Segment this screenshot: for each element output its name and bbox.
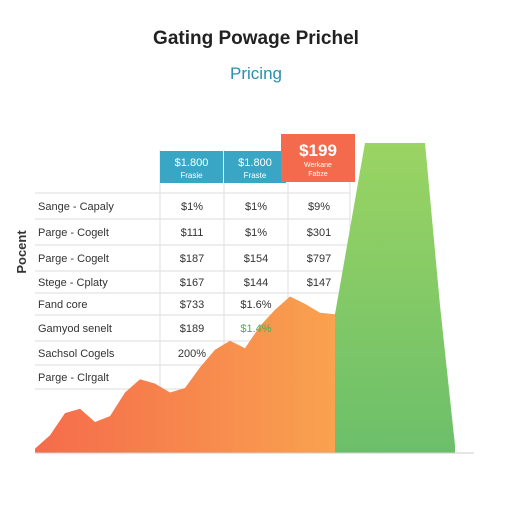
table-cell: $1%	[245, 201, 267, 213]
table-cell: $154	[244, 253, 268, 265]
pricing-tier-price: $1.800	[238, 157, 272, 169]
table-cell: $111	[181, 227, 204, 239]
table-cell: $301	[307, 227, 331, 239]
pricing-tier-label: Fabze	[308, 171, 328, 178]
table-row-label: Parge - Cogelt	[38, 253, 109, 265]
table-cell: $1.4%	[240, 323, 271, 335]
table-row-label: Sange - Capaly	[38, 201, 114, 213]
pricing-tier-price: $1.800	[175, 157, 209, 169]
table-cell: $187	[180, 253, 204, 265]
pricing-tier-3: $199 Werkane Fabze	[281, 134, 355, 182]
area-layer	[35, 143, 455, 453]
pricing-tier-label: Werkane	[304, 162, 332, 169]
pricing-tier-box	[224, 151, 286, 183]
pricing-tier-label: Frasie	[180, 171, 203, 180]
chart-title: Gating Powage Prichel	[153, 28, 359, 49]
pricing-tier-box	[160, 151, 223, 183]
pricing-tier-1: $1.800 Frasie	[160, 151, 223, 183]
table-cell: $733	[180, 299, 204, 311]
pricing-tier-label: Fraste	[244, 171, 267, 180]
table-cell: 200%	[178, 348, 206, 360]
table-row-label: Stege - Cplaty	[38, 277, 108, 289]
area-series-orange	[35, 296, 335, 453]
pricing-tier-box	[281, 134, 355, 182]
table-cell: $167	[180, 277, 204, 289]
pricing-tiers: $1.800 Frasie $1.800 Fraste $199 Werkane Fabze	[160, 134, 355, 183]
table-cell: $147	[307, 277, 331, 289]
table-cell: $797	[307, 253, 331, 265]
chart-subtitle: Pricing	[230, 64, 282, 83]
area-series-green	[335, 143, 455, 453]
pricing-tier-price: $199	[299, 141, 337, 160]
table-row-label: Gamyod senelt	[38, 323, 112, 335]
table-row-label: Sachsol Cogels	[38, 348, 115, 360]
table-row-label: Parge - Cogelt	[38, 227, 109, 239]
table-cell: $1%	[181, 201, 203, 213]
table-cell: $1.6%	[240, 299, 271, 311]
y-axis-label: Pocent	[14, 230, 29, 274]
table-cell: $189	[180, 323, 204, 335]
table-text: Sange - Capaly $1% $1% $9% Parge - Cogelt $11…	[38, 201, 331, 384]
table-row-label: Parge - Clrgalt	[38, 372, 109, 384]
table-cell: $9%	[308, 201, 330, 213]
table-cell: $144	[244, 277, 268, 289]
pricing-tier-2: $1.800 Fraste	[224, 151, 286, 183]
table-row-label: Fand core	[38, 299, 88, 311]
table-cell: $1%	[245, 227, 267, 239]
